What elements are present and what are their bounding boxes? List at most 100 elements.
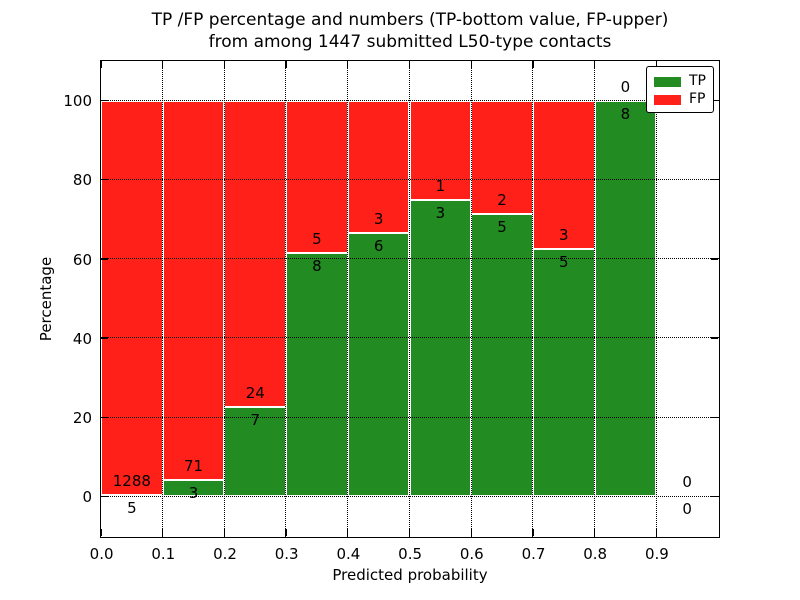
- legend-label-fp: FP: [689, 91, 706, 107]
- tp-count-label: 5: [127, 498, 137, 517]
- y-tick-mark: [101, 416, 108, 418]
- gridline-vertical: [408, 61, 410, 537]
- y-tick-label: 100: [63, 92, 92, 111]
- x-tick-mark: [532, 529, 534, 536]
- bar-segment-tp: [409, 199, 472, 497]
- fp-count-label: 0: [682, 473, 692, 492]
- fp-count-label: 1: [435, 176, 446, 195]
- y-tick-mark-right: [711, 416, 718, 418]
- tp-count-label: 6: [373, 236, 384, 255]
- bar-segment-tp: [347, 232, 410, 497]
- bar-segment-tp: [471, 213, 533, 497]
- fp-count-label: 5: [312, 229, 322, 248]
- chart-title-line1: TP /FP percentage and numbers (TP-bottom…: [151, 10, 669, 30]
- bar-segment-tp: [286, 252, 348, 497]
- x-tick-mark-top: [100, 61, 102, 68]
- bar-segment-tp: [224, 407, 287, 497]
- x-tick-label: 0.1: [151, 545, 176, 563]
- bar-segment-tp: [594, 100, 657, 497]
- y-tick-mark-right: [711, 99, 718, 102]
- x-tick-label: 0.7: [521, 545, 546, 563]
- gridline-vertical: [162, 61, 163, 537]
- x-tick-mark-top: [408, 61, 411, 68]
- legend-entry-fp: FP: [654, 92, 713, 107]
- gridline-vertical: [285, 61, 287, 537]
- x-tick-label: 0.5: [398, 545, 423, 563]
- x-tick-mark: [593, 529, 596, 536]
- legend-swatch-fp-icon: [654, 94, 681, 105]
- tp-count-label: 8: [620, 104, 631, 123]
- y-tick-mark: [101, 99, 108, 102]
- x-tick-mark-top: [655, 61, 657, 68]
- x-tick-mark: [162, 529, 164, 536]
- y-tick-label: 80: [72, 171, 92, 190]
- x-tick-mark-top: [162, 61, 164, 68]
- y-tick-mark: [101, 337, 108, 339]
- gridline-horizontal: [101, 416, 719, 418]
- fp-count-label: 3: [558, 226, 569, 245]
- bar-segment-fp: [101, 100, 163, 495]
- x-tick-mark-top: [593, 61, 596, 68]
- y-tick-mark-right: [711, 495, 718, 498]
- fp-count-label: 71: [184, 457, 204, 476]
- bar-segment-tp: [532, 249, 595, 497]
- gridline-vertical: [347, 61, 349, 537]
- gridline-vertical: [532, 61, 534, 537]
- tp-count-label: 7: [250, 411, 261, 430]
- x-tick-mark: [655, 529, 657, 536]
- tp-count-label: 5: [558, 253, 569, 272]
- legend-label-tp: TP: [689, 73, 706, 89]
- bar-segment-fp: [471, 100, 533, 214]
- plot-area: 1288 5 71 3 24 7 5 8 3 6 1 3 2 5 3 5 0 8 0 0 TP FP: [100, 60, 720, 538]
- x-tick-mark: [347, 529, 349, 536]
- x-axis-label: Predicted probability: [332, 566, 488, 584]
- y-tick-mark: [101, 495, 108, 498]
- bar-segment-fp: [224, 100, 287, 408]
- gridline-vertical: [470, 61, 472, 537]
- fp-count-label: 0: [620, 77, 631, 96]
- legend-swatch-tp-icon: [654, 76, 681, 87]
- tp-count-label: 3: [188, 484, 199, 503]
- x-tick-mark: [100, 529, 102, 536]
- gridline-horizontal: [101, 258, 719, 260]
- gridline-vertical: [223, 61, 225, 537]
- chart-title: TP /FP percentage and numbers (TP-bottom…: [100, 9, 720, 53]
- gridline-vertical: [655, 61, 657, 537]
- x-tick-label: 0.3: [274, 545, 299, 563]
- legend: TP FP: [646, 66, 714, 113]
- y-tick-mark: [101, 179, 108, 181]
- x-tick-mark-top: [347, 61, 349, 68]
- x-tick-mark: [223, 529, 226, 536]
- fp-count-label: 2: [497, 190, 507, 209]
- bar-segment-fp: [286, 100, 348, 253]
- x-tick-label: 0.2: [213, 545, 237, 563]
- tp-count-label: 5: [497, 217, 507, 236]
- y-tick-mark: [101, 258, 108, 260]
- y-tick-mark-right: [711, 258, 718, 260]
- bar-segment-fp: [409, 100, 472, 200]
- legend-entry-tp: TP: [654, 74, 713, 89]
- x-tick-mark: [470, 529, 472, 536]
- y-tick-label: 0: [82, 488, 92, 507]
- x-tick-mark: [285, 529, 287, 536]
- gridline-vertical: [593, 61, 595, 537]
- x-tick-mark: [408, 529, 411, 536]
- y-tick-mark-right: [711, 179, 718, 181]
- gridline-horizontal: [101, 179, 719, 181]
- x-tick-mark-top: [470, 61, 472, 68]
- x-tick-mark-top: [532, 61, 534, 68]
- fp-count-label: 24: [245, 384, 265, 403]
- fp-count-label: 3: [373, 209, 384, 228]
- x-tick-label: 0.4: [336, 545, 361, 563]
- x-tick-label: 0.0: [89, 545, 114, 563]
- tp-count-label: 0: [682, 500, 692, 519]
- x-tick-mark-top: [223, 61, 226, 68]
- y-tick-label: 20: [72, 408, 92, 427]
- tp-count-label: 3: [435, 203, 446, 222]
- gridline-horizontal: [101, 337, 719, 339]
- y-tick-label: 40: [72, 329, 92, 348]
- gridline-horizontal: [101, 495, 719, 497]
- plot-inner: 1288 5 71 3 24 7 5 8 3 6 1 3 2 5 3 5 0 8 0 0: [100, 61, 719, 537]
- bar-segment-fp: [532, 100, 595, 250]
